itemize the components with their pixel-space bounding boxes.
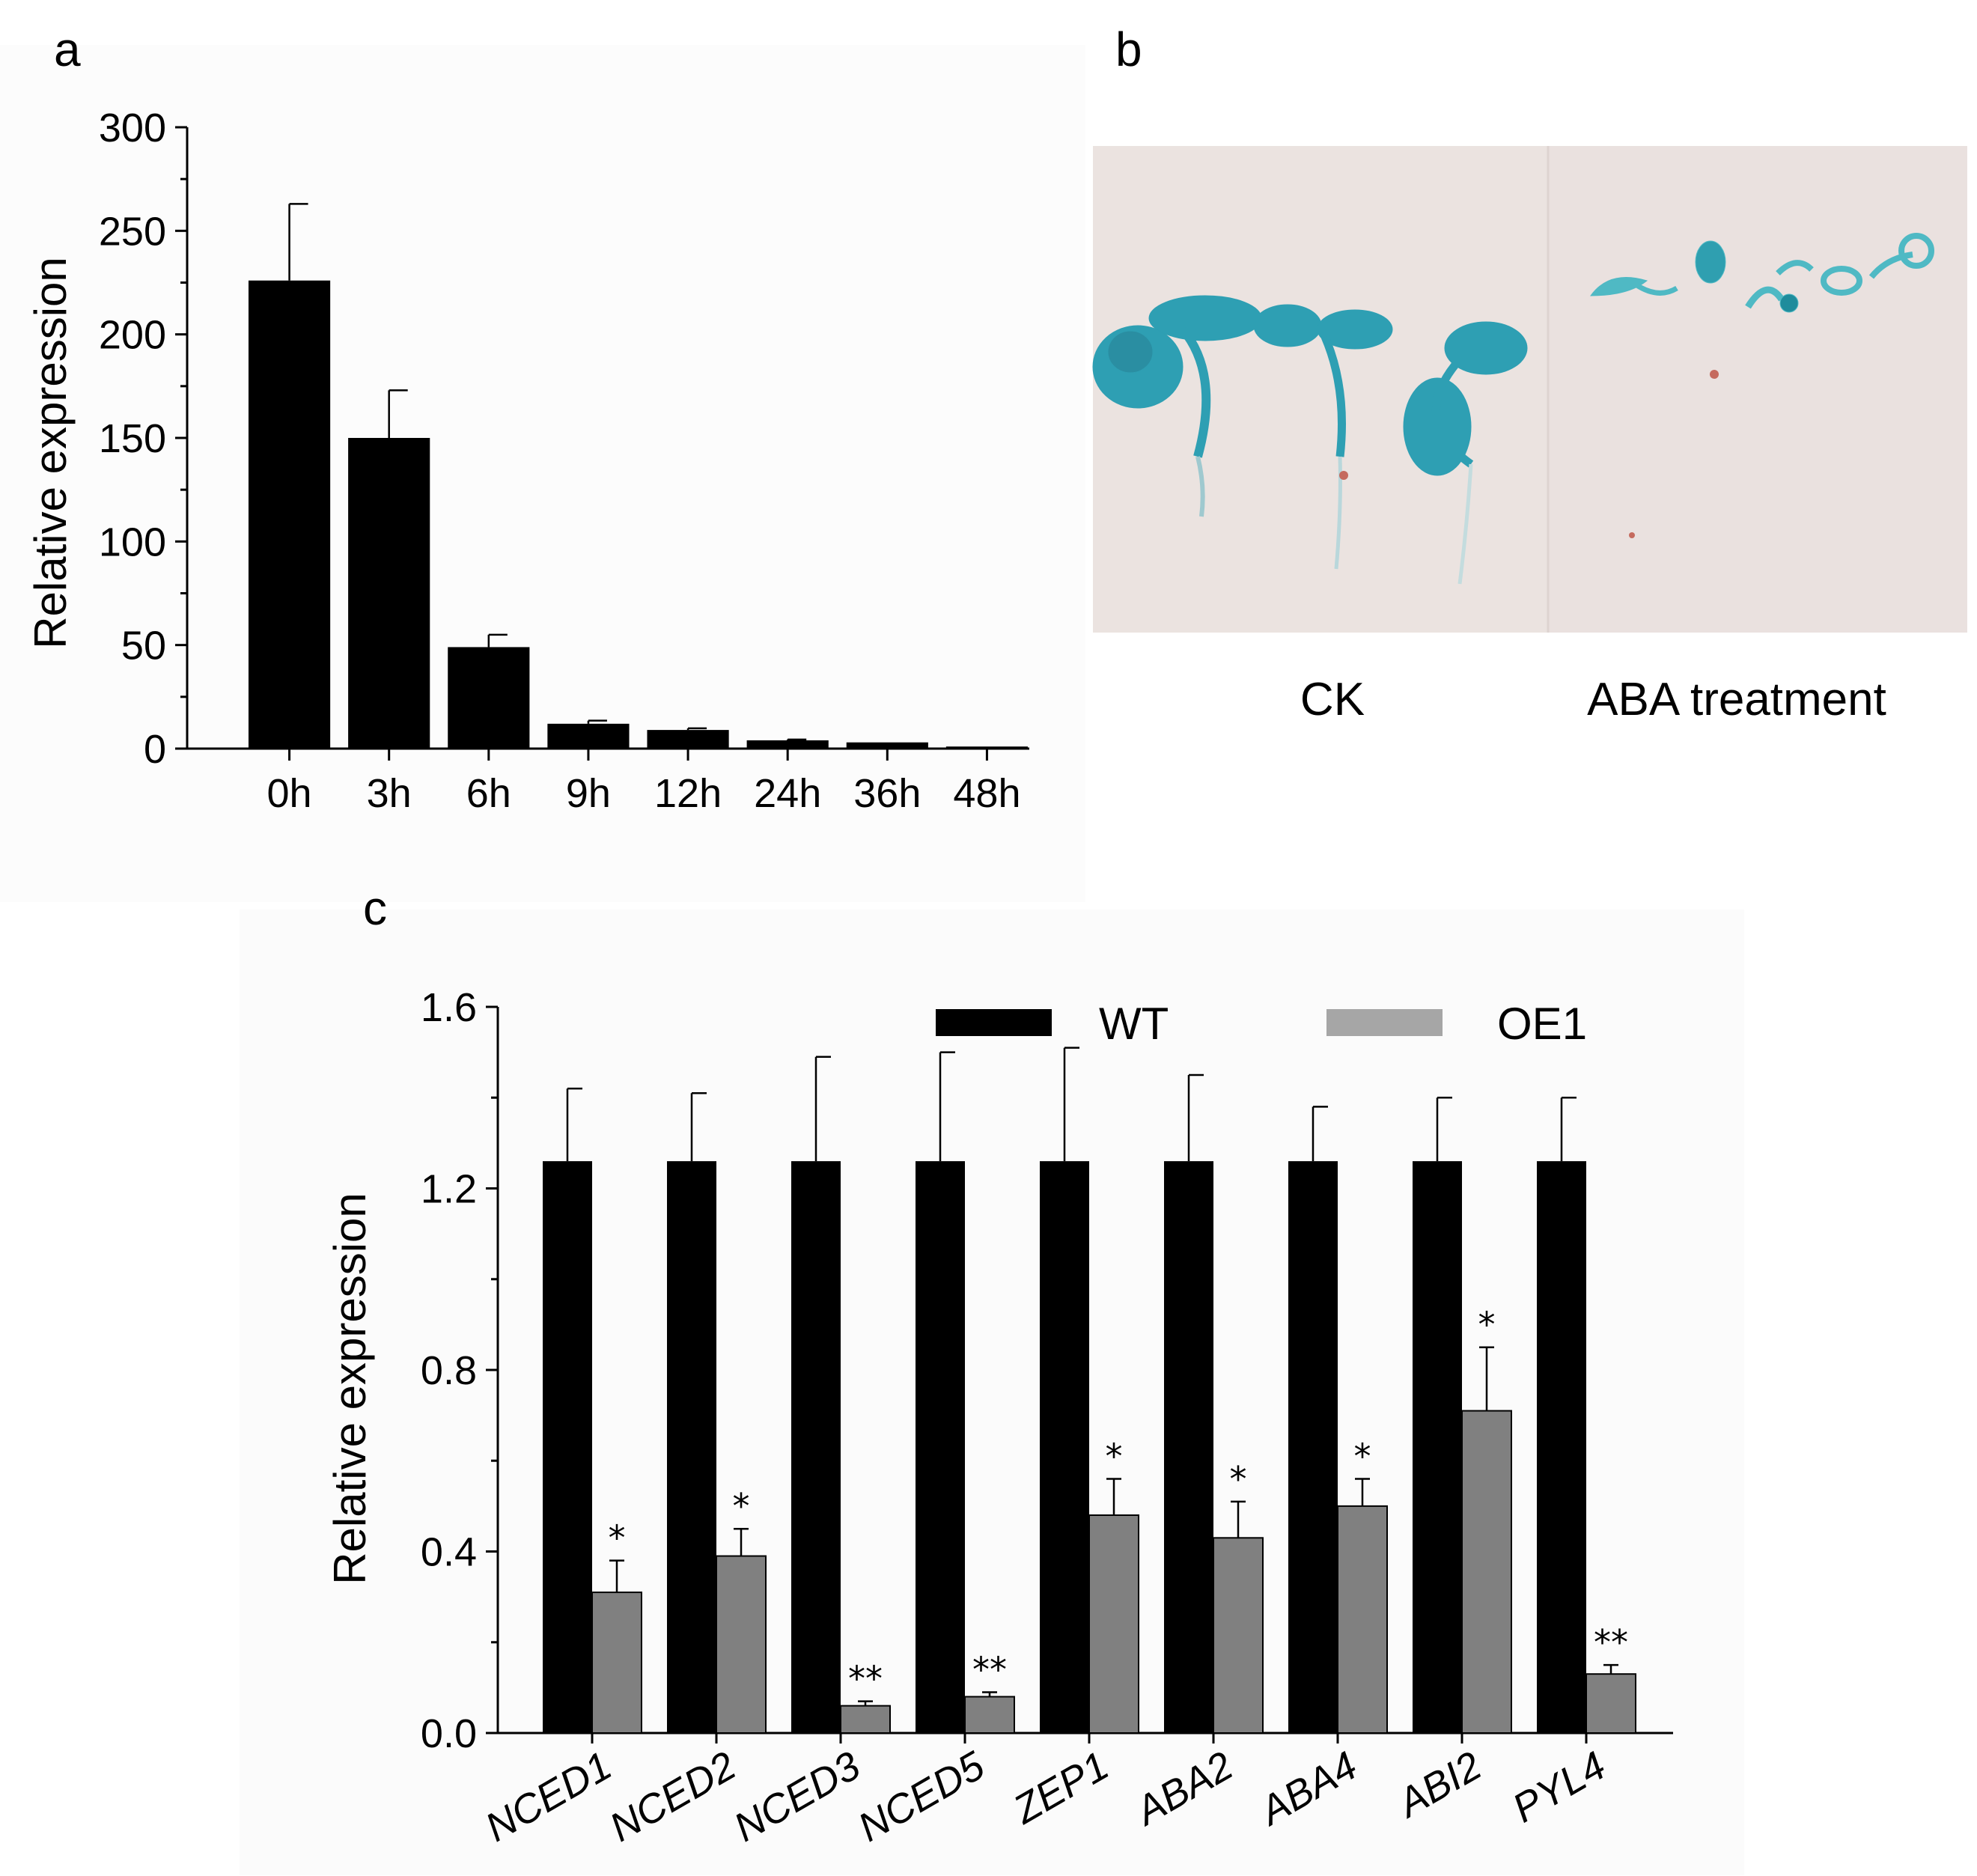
y-tick-label: 1.6 xyxy=(421,985,477,1030)
bar xyxy=(248,280,331,749)
bar-oe1 xyxy=(1088,1514,1139,1734)
bar xyxy=(448,647,530,749)
bar-oe1 xyxy=(1585,1673,1636,1734)
legend-label-wt: WT xyxy=(1099,999,1169,1049)
caption-aba-treatment: ABA treatment xyxy=(1587,674,1886,725)
significance-marker: * xyxy=(1106,1437,1123,1477)
aba-cotyledon xyxy=(1821,266,1862,296)
bar-wt xyxy=(791,1161,841,1733)
significance-marker: * xyxy=(733,1486,750,1526)
aba-hypocotyl xyxy=(1745,286,1785,309)
x-tick-label: 24h xyxy=(754,771,821,816)
bar-wt xyxy=(1164,1161,1213,1733)
x-tick-label: 3h xyxy=(367,771,412,816)
y-tick-label: 0.4 xyxy=(421,1530,477,1575)
bar-wt xyxy=(543,1161,592,1733)
panel-label-b: b xyxy=(1115,22,1142,76)
y-tick-label: 0 xyxy=(144,727,166,772)
bar xyxy=(945,746,1029,749)
y-axis-title: Relative expression xyxy=(325,1193,375,1585)
y-tick-label: 150 xyxy=(99,416,166,461)
ck-root xyxy=(1457,463,1473,585)
seedling-photo xyxy=(1092,146,1967,633)
x-tick-label: 12h xyxy=(654,771,722,816)
ck-cotyledon xyxy=(1107,330,1154,374)
chart-c: 0.00.40.81.21.6*NCED1*NCED2**NCED3**NCED… xyxy=(325,985,1673,1851)
aba-hypocotyl xyxy=(1868,252,1913,279)
aba-seed-coat xyxy=(1629,532,1635,538)
significance-marker: ** xyxy=(1594,1622,1628,1663)
x-tick-label: 0h xyxy=(267,771,312,816)
aba-cotyledon xyxy=(1590,277,1648,296)
x-tick-label: 48h xyxy=(953,771,1020,816)
ck-cotyledon xyxy=(1148,295,1262,341)
bar-wt xyxy=(1040,1161,1089,1733)
aba-seedlings xyxy=(1590,233,1934,313)
ck-cotyledon xyxy=(1317,309,1393,350)
panel-label-c: c xyxy=(363,881,387,935)
ck-cotyledon xyxy=(1253,304,1322,347)
bar xyxy=(547,723,630,749)
ck-root xyxy=(1195,456,1205,517)
ck-cotyledon xyxy=(1444,321,1528,375)
significance-marker: * xyxy=(1478,1305,1496,1345)
ck-hypocotyl xyxy=(1179,326,1211,458)
bar-oe1 xyxy=(1213,1537,1264,1734)
legend-label-oe1: OE1 xyxy=(1497,999,1587,1049)
bar xyxy=(647,730,729,749)
ck-hypocotyl xyxy=(1320,335,1346,457)
panel-a-background xyxy=(0,45,1085,902)
aba-seed-coat xyxy=(1710,370,1719,379)
bar-oe1 xyxy=(964,1696,1015,1734)
bar xyxy=(348,438,430,749)
ck-hypocotyl xyxy=(1431,356,1474,468)
bar-oe1 xyxy=(716,1555,767,1734)
ck-seedlings xyxy=(1092,295,1528,585)
y-tick-label: 250 xyxy=(99,209,166,254)
legend-swatch-wt xyxy=(936,1009,1052,1036)
y-tick-label: 300 xyxy=(99,106,166,150)
photo-right-half xyxy=(1548,146,1967,633)
panel-label-a: a xyxy=(54,22,81,76)
y-tick-label: 50 xyxy=(121,624,166,669)
bar-wt xyxy=(1413,1161,1462,1733)
y-tick-label: 200 xyxy=(99,313,166,358)
bar-oe1 xyxy=(591,1592,642,1734)
significance-marker: * xyxy=(609,1518,626,1559)
bar xyxy=(746,740,829,749)
y-axis-title: Relative expression xyxy=(25,257,76,649)
caption-ck: CK xyxy=(1300,674,1365,725)
bar xyxy=(846,742,928,749)
bar-oe1 xyxy=(1337,1505,1388,1734)
significance-marker: * xyxy=(1230,1459,1247,1499)
significance-marker: ** xyxy=(848,1659,883,1699)
x-tick-label: 6h xyxy=(466,771,511,816)
bar-wt xyxy=(916,1161,965,1733)
y-tick-label: 0.8 xyxy=(421,1348,477,1393)
ck-seed-coat xyxy=(1339,471,1348,480)
legend-swatch-oe1 xyxy=(1326,1009,1443,1036)
significance-marker: * xyxy=(1354,1437,1371,1477)
y-tick-label: 0.0 xyxy=(421,1711,477,1756)
bar-wt xyxy=(667,1161,716,1733)
aba-cotyledon xyxy=(1779,293,1799,313)
bar-oe1 xyxy=(840,1705,891,1734)
bar-oe1 xyxy=(1461,1410,1512,1734)
bar-wt xyxy=(1537,1161,1586,1733)
y-tick-label: 1.2 xyxy=(421,1167,477,1212)
significance-marker: ** xyxy=(972,1649,1007,1690)
aba-hypocotyl xyxy=(1776,260,1814,275)
aba-cotyledon xyxy=(1695,240,1726,284)
aba-hypocotyl xyxy=(1634,282,1678,296)
x-tick-label: 9h xyxy=(566,771,611,816)
chart-a: 0 50 100 150 200 250 300 0h 3h 6h 9h 12h 24h 36h 48h Re… xyxy=(25,106,1029,816)
x-tick-label: 36h xyxy=(853,771,921,816)
ck-root xyxy=(1334,456,1342,570)
aba-cotyledon xyxy=(1898,233,1934,269)
bar-wt xyxy=(1288,1161,1338,1733)
y-tick-label: 100 xyxy=(99,520,166,564)
